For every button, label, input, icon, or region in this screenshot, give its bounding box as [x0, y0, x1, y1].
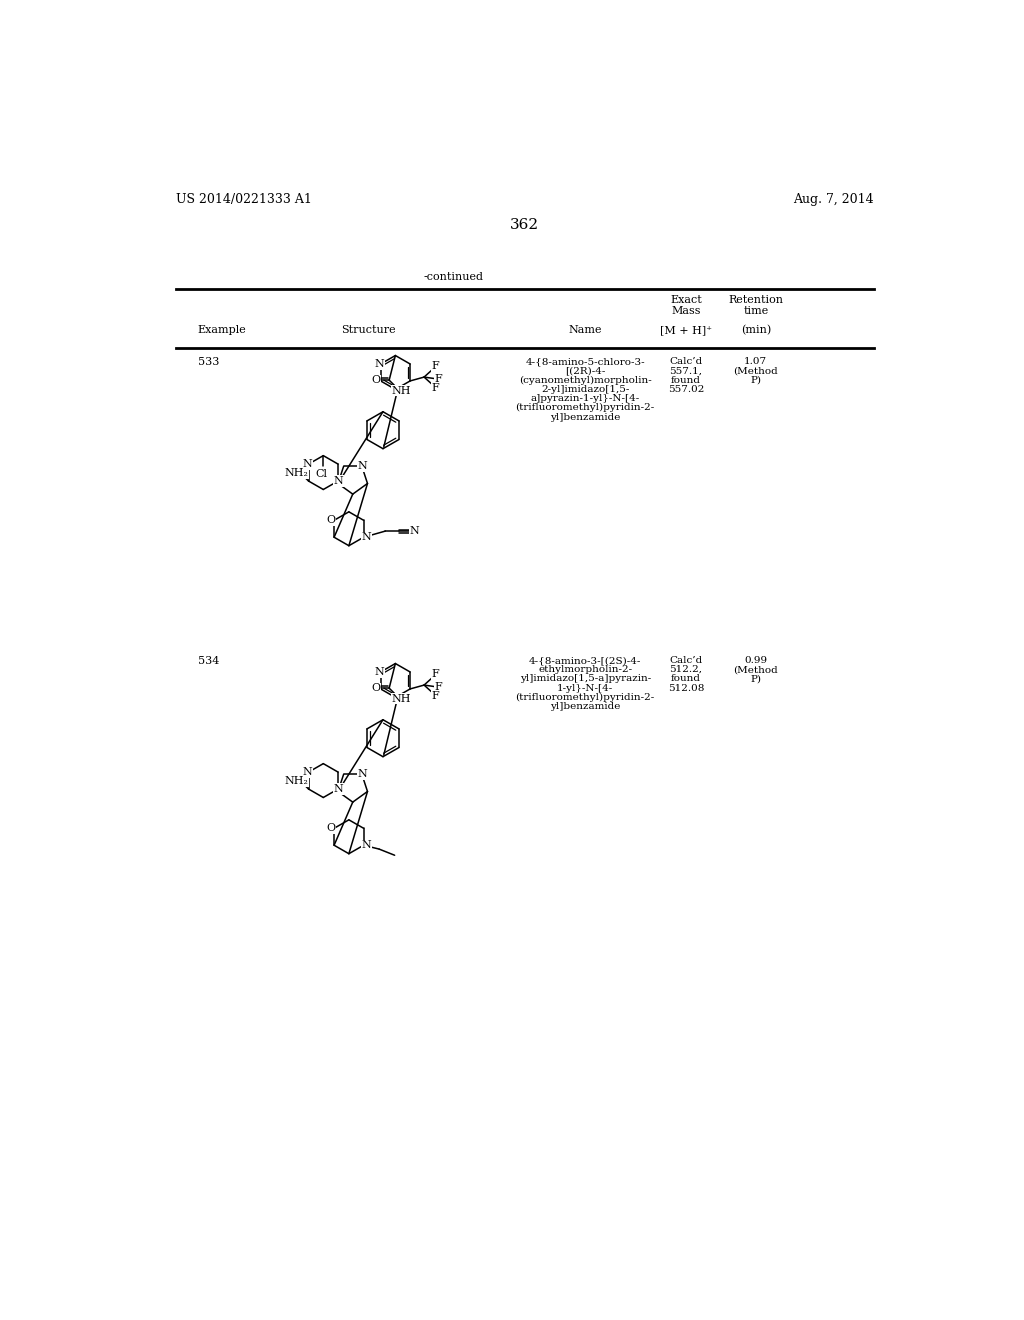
- Text: O: O: [372, 684, 381, 693]
- Text: yl]benzamide: yl]benzamide: [550, 702, 621, 711]
- Text: found: found: [671, 376, 701, 384]
- Text: US 2014/0221333 A1: US 2014/0221333 A1: [176, 193, 312, 206]
- Text: 512.2,: 512.2,: [670, 665, 702, 675]
- Text: NH: NH: [392, 694, 412, 704]
- Text: 2-yl]imidazo[1,5-: 2-yl]imidazo[1,5-: [541, 385, 630, 393]
- Text: a]pyrazin-1-yl}-N-[4-: a]pyrazin-1-yl}-N-[4-: [530, 395, 640, 403]
- Text: Exact: Exact: [670, 296, 701, 305]
- Text: F: F: [431, 690, 439, 701]
- Text: (trifluoromethyl)pyridin-2-: (trifluoromethyl)pyridin-2-: [516, 693, 655, 702]
- Text: yl]imidazo[1,5-a]pyrazin-: yl]imidazo[1,5-a]pyrazin-: [519, 675, 651, 684]
- Text: Name: Name: [568, 325, 602, 335]
- Text: F: F: [434, 374, 442, 384]
- Text: P): P): [751, 675, 761, 684]
- Text: N: N: [361, 532, 372, 543]
- Text: Example: Example: [198, 325, 247, 335]
- Text: Retention: Retention: [728, 296, 783, 305]
- Text: 557.02: 557.02: [668, 385, 705, 393]
- Text: 534: 534: [198, 656, 219, 665]
- Text: NH: NH: [392, 385, 412, 396]
- Text: N: N: [357, 770, 368, 779]
- Text: Cl: Cl: [315, 469, 328, 479]
- Text: (min): (min): [740, 325, 771, 335]
- Text: N: N: [375, 359, 385, 370]
- Text: F: F: [431, 383, 439, 393]
- Text: F: F: [431, 362, 439, 371]
- Text: 0.99: 0.99: [744, 656, 767, 665]
- Text: 533: 533: [198, 358, 219, 367]
- Text: P): P): [751, 376, 761, 384]
- Text: Calc’d: Calc’d: [670, 358, 702, 366]
- Text: F: F: [431, 669, 439, 680]
- Text: N: N: [334, 477, 344, 486]
- Text: NH₂: NH₂: [285, 469, 308, 478]
- Text: 1-yl}-N-[4-: 1-yl}-N-[4-: [557, 684, 613, 693]
- Text: N: N: [334, 784, 344, 795]
- Text: N: N: [375, 667, 385, 677]
- Text: found: found: [671, 675, 701, 684]
- Text: (Method: (Method: [733, 367, 778, 375]
- Text: N: N: [357, 461, 368, 471]
- Text: N: N: [303, 459, 312, 469]
- Text: F: F: [434, 681, 442, 692]
- Text: 4-{8-amino-3-[(2S)-4-: 4-{8-amino-3-[(2S)-4-: [529, 656, 641, 665]
- Text: [M + H]⁺: [M + H]⁺: [660, 325, 712, 335]
- Text: N: N: [361, 841, 372, 850]
- Text: Calc’d: Calc’d: [670, 656, 702, 665]
- Text: N: N: [410, 527, 420, 536]
- Text: Aug. 7, 2014: Aug. 7, 2014: [793, 193, 873, 206]
- Text: (trifluoromethyl)pyridin-2-: (trifluoromethyl)pyridin-2-: [516, 404, 655, 412]
- Text: 362: 362: [510, 218, 540, 232]
- Text: O: O: [327, 824, 336, 833]
- Text: 1.07: 1.07: [744, 358, 767, 366]
- Text: Structure: Structure: [341, 325, 395, 335]
- Text: 4-{8-amino-5-chloro-3-: 4-{8-amino-5-chloro-3-: [525, 358, 645, 366]
- Text: Mass: Mass: [672, 306, 700, 317]
- Text: yl]benzamide: yl]benzamide: [550, 412, 621, 421]
- Text: O: O: [327, 515, 336, 525]
- Text: 512.08: 512.08: [668, 684, 705, 693]
- Text: time: time: [743, 306, 768, 317]
- Text: (Method: (Method: [733, 665, 778, 675]
- Text: N: N: [303, 767, 312, 777]
- Text: ethylmorpholin-2-: ethylmorpholin-2-: [539, 665, 632, 675]
- Text: 557.1,: 557.1,: [670, 367, 702, 375]
- Text: -continued: -continued: [424, 272, 483, 282]
- Text: NH₂: NH₂: [285, 776, 308, 787]
- Text: O: O: [372, 375, 381, 385]
- Text: [(2R)-4-: [(2R)-4-: [565, 367, 605, 375]
- Text: (cyanomethyl)morpholin-: (cyanomethyl)morpholin-: [519, 376, 651, 384]
